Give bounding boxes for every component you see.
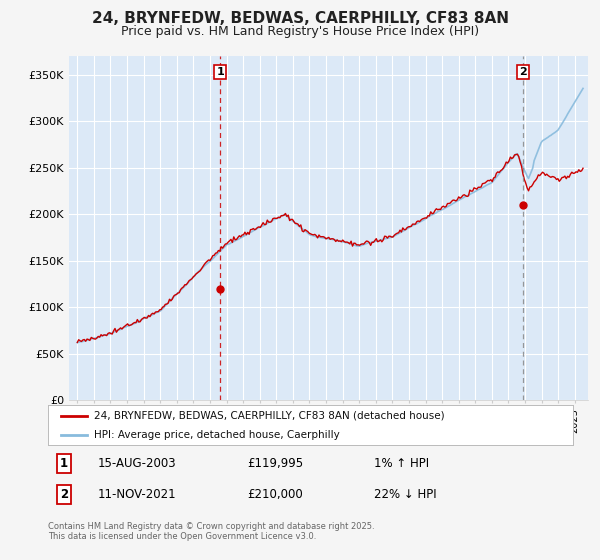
Text: 1: 1 [217, 67, 224, 77]
Text: 11-NOV-2021: 11-NOV-2021 [98, 488, 176, 501]
Text: 2: 2 [519, 67, 527, 77]
Text: 15-AUG-2003: 15-AUG-2003 [98, 457, 176, 470]
Text: Contains HM Land Registry data © Crown copyright and database right 2025.
This d: Contains HM Land Registry data © Crown c… [48, 522, 374, 542]
Text: 2: 2 [59, 488, 68, 501]
Text: HPI: Average price, detached house, Caerphilly: HPI: Average price, detached house, Caer… [94, 430, 340, 440]
Text: 1% ↑ HPI: 1% ↑ HPI [373, 457, 428, 470]
Text: 22% ↓ HPI: 22% ↓ HPI [373, 488, 436, 501]
Text: Price paid vs. HM Land Registry's House Price Index (HPI): Price paid vs. HM Land Registry's House … [121, 25, 479, 38]
Text: £119,995: £119,995 [248, 457, 304, 470]
Text: £210,000: £210,000 [248, 488, 303, 501]
Text: 24, BRYNFEDW, BEDWAS, CAERPHILLY, CF83 8AN (detached house): 24, BRYNFEDW, BEDWAS, CAERPHILLY, CF83 8… [94, 411, 445, 421]
Text: 1: 1 [59, 457, 68, 470]
Text: 24, BRYNFEDW, BEDWAS, CAERPHILLY, CF83 8AN: 24, BRYNFEDW, BEDWAS, CAERPHILLY, CF83 8… [91, 11, 509, 26]
